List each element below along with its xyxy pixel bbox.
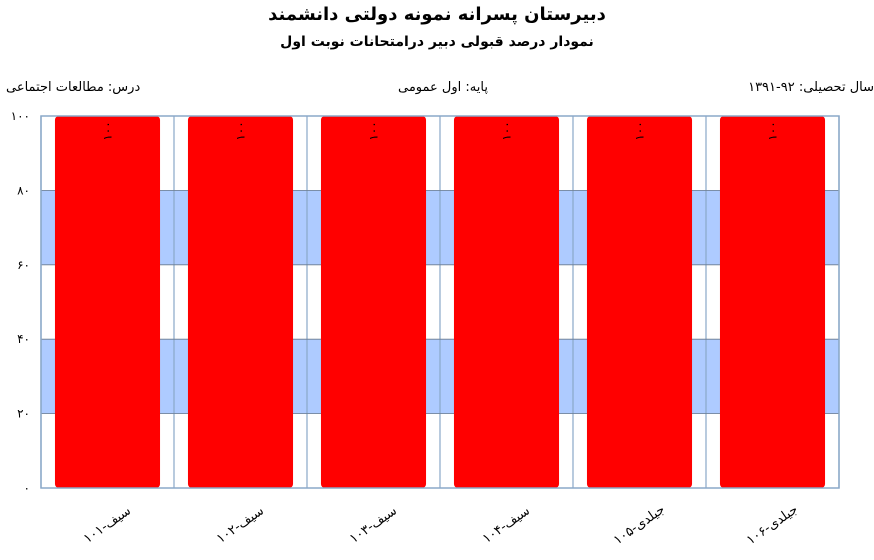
x-category-label: جیلدی-۱۰۶ (744, 502, 801, 548)
bar-data-label: ۱۰۰ (234, 121, 248, 140)
bar (54, 116, 161, 488)
chart-subtitle: نمودار درصد قبولی دبیر درامتحانات نوبت ا… (280, 34, 594, 50)
y-tick-label: ۴۰ (17, 332, 30, 346)
bar (586, 116, 693, 488)
plot-frame (40, 115, 840, 489)
grade-label: پایه: اول عمومی (398, 80, 488, 95)
x-category-label: سیف-۱۰۲ (214, 504, 267, 547)
bar (187, 116, 294, 488)
bar (320, 116, 427, 488)
y-tick-label: ۶۰ (17, 258, 30, 272)
y-tick-label: ۸۰ (17, 183, 30, 197)
x-category-label: سیف-۱۰۱ (81, 504, 134, 547)
x-category-label: جیلدی-۱۰۵ (611, 502, 668, 548)
bar-data-label: ۱۰۰ (500, 121, 514, 140)
bar-data-label: ۱۰۰ (367, 121, 381, 140)
y-tick-label: ۰ (24, 481, 30, 495)
chart-title: دبیرستان پسرانه نمونه دولتی دانشمند (268, 4, 606, 25)
x-category-label: سیف-۱۰۴ (480, 504, 533, 547)
x-category-label: سیف-۱۰۳ (347, 504, 400, 547)
subject-label: درس: مطالعات اجتماعی (6, 80, 141, 95)
bar-data-label: ۱۰۰ (101, 121, 115, 140)
y-tick-label: ۲۰ (17, 407, 30, 421)
y-tick-label: ۱۰۰ (11, 109, 30, 123)
bar (719, 116, 826, 488)
school-year-label: سال تحصیلی: ۹۲-۱۳۹۱ (748, 80, 874, 95)
bar-data-label: ۱۰۰ (633, 121, 647, 140)
bar-data-label: ۱۰۰ (766, 121, 780, 140)
bar (453, 116, 560, 488)
